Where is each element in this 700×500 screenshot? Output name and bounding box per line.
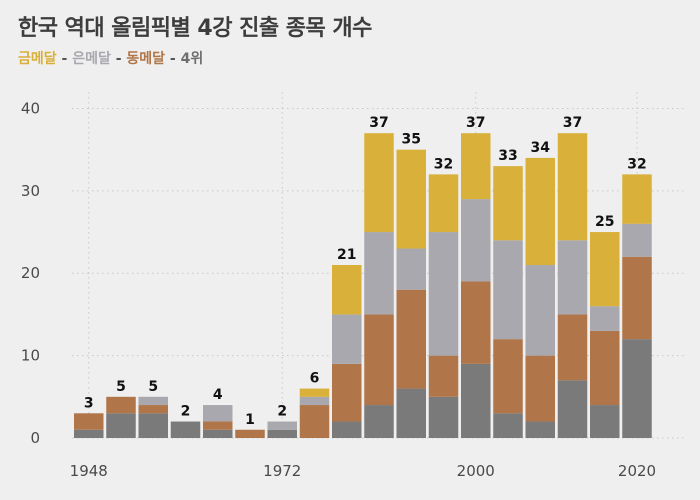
bar-total-label: 33	[498, 148, 517, 164]
bar-segment-bronze	[364, 314, 394, 406]
y-tick-label: 10	[21, 347, 40, 365]
x-tick-label: 1972	[263, 462, 301, 480]
bar-segment-bronze	[461, 281, 491, 364]
bar-segment-bronze	[74, 413, 104, 430]
bar-segment-4th	[493, 413, 523, 438]
bar-segment-silver	[557, 240, 588, 315]
legend-bronze: 동메달	[126, 51, 166, 67]
bar-total-label: 32	[627, 156, 646, 172]
y-tick-label: 0	[30, 429, 40, 447]
bar-segment-gold	[332, 265, 362, 315]
bar-segment-gold	[493, 166, 523, 241]
bar-segment-4th	[396, 388, 426, 438]
bar-segment-4th	[138, 413, 168, 438]
bar-segment-4th	[364, 405, 394, 438]
bar-segment-silver	[332, 314, 362, 364]
bar-segment-silver	[493, 240, 523, 340]
legend-separator: -	[165, 51, 181, 67]
bar-total-label: 5	[116, 379, 126, 395]
bar-total-label: 1	[245, 412, 255, 428]
bar-segment-bronze	[203, 421, 233, 430]
chart-subtitle: 금메달 - 은메달 - 동메달 - 4위	[18, 48, 203, 68]
bar-total-label: 2	[277, 404, 287, 420]
chart-title: 한국 역대 올림픽별 4강 진출 종목 개수	[18, 16, 372, 41]
y-tick-label: 40	[21, 99, 40, 117]
bar-segment-gold	[525, 157, 555, 265]
bar-segment-bronze	[106, 396, 136, 414]
bar-segment-4th	[170, 421, 201, 438]
bar-segment-4th	[557, 380, 588, 438]
bar-total-label: 21	[337, 247, 356, 263]
bar-segment-bronze	[428, 355, 459, 397]
x-tick-label: 2000	[457, 462, 495, 480]
bar-segment-silver	[396, 248, 426, 290]
bar-segment-silver	[203, 405, 233, 422]
bar-total-label: 32	[434, 156, 453, 172]
legend-separator: -	[56, 51, 73, 67]
bar-total-label: 37	[369, 115, 388, 131]
bar-segment-4th	[267, 429, 297, 438]
bar-segment-bronze	[525, 355, 555, 422]
bar-segment-gold	[396, 149, 426, 249]
bar-segment-gold	[364, 133, 394, 233]
bar-segment-gold	[461, 133, 491, 200]
bar-total-label: 37	[466, 115, 485, 131]
bar-total-label: 35	[402, 132, 421, 148]
bar-segment-gold	[557, 133, 588, 241]
bar-segment-silver	[590, 306, 620, 331]
bar-segment-4th	[461, 363, 491, 438]
bar-segment-gold	[428, 174, 459, 233]
bar-segment-4th	[525, 421, 555, 438]
bar-segment-4th	[428, 396, 459, 438]
y-tick-label: 30	[21, 182, 40, 200]
bar-segment-4th	[74, 429, 104, 438]
bar-segment-bronze	[557, 314, 588, 381]
bar-total-label: 4	[213, 387, 223, 403]
bar-total-label: 34	[531, 140, 551, 156]
legend-fourth: 4위	[180, 51, 204, 67]
bar-segment-4th	[203, 429, 233, 438]
bar-total-label: 37	[563, 115, 582, 131]
bar-segment-silver	[267, 421, 297, 430]
bar-segment-4th	[106, 413, 136, 438]
bar-segment-bronze	[622, 256, 652, 340]
bar-total-label: 5	[148, 379, 158, 395]
bar-segment-gold	[590, 232, 620, 307]
bar-segment-bronze	[493, 339, 523, 414]
legend-silver: 은메달	[72, 51, 111, 67]
bar-segment-silver	[428, 232, 459, 356]
bar-segment-bronze	[590, 330, 620, 406]
bar-segment-bronze	[396, 289, 426, 389]
bar-segment-silver	[138, 396, 168, 406]
bar-segment-4th	[622, 339, 652, 438]
x-tick-label: 1948	[70, 462, 108, 480]
bar-total-label: 3	[84, 395, 94, 411]
x-tick-label: 2020	[618, 462, 656, 480]
bar-segment-bronze	[138, 405, 168, 414]
y-tick-label: 20	[21, 264, 40, 282]
bar-total-label: 2	[181, 404, 191, 420]
bar-segment-bronze	[332, 363, 362, 422]
bar-segment-silver	[622, 223, 652, 257]
bar-segment-silver	[525, 265, 555, 356]
bar-segment-4th	[590, 405, 620, 438]
legend-gold: 금메달	[18, 51, 57, 67]
bar-total-label: 6	[310, 371, 320, 387]
bar-segment-silver	[299, 396, 330, 406]
bar-total-label: 25	[595, 214, 614, 230]
bar-segment-4th	[332, 421, 362, 438]
bar-segment-bronze	[299, 405, 330, 438]
legend-separator: -	[110, 51, 127, 67]
bar-segment-bronze	[235, 429, 265, 438]
bar-segment-silver	[364, 232, 394, 315]
bar-segment-gold	[622, 174, 652, 224]
bar-segment-gold	[299, 388, 330, 397]
bar-segment-silver	[461, 199, 491, 282]
